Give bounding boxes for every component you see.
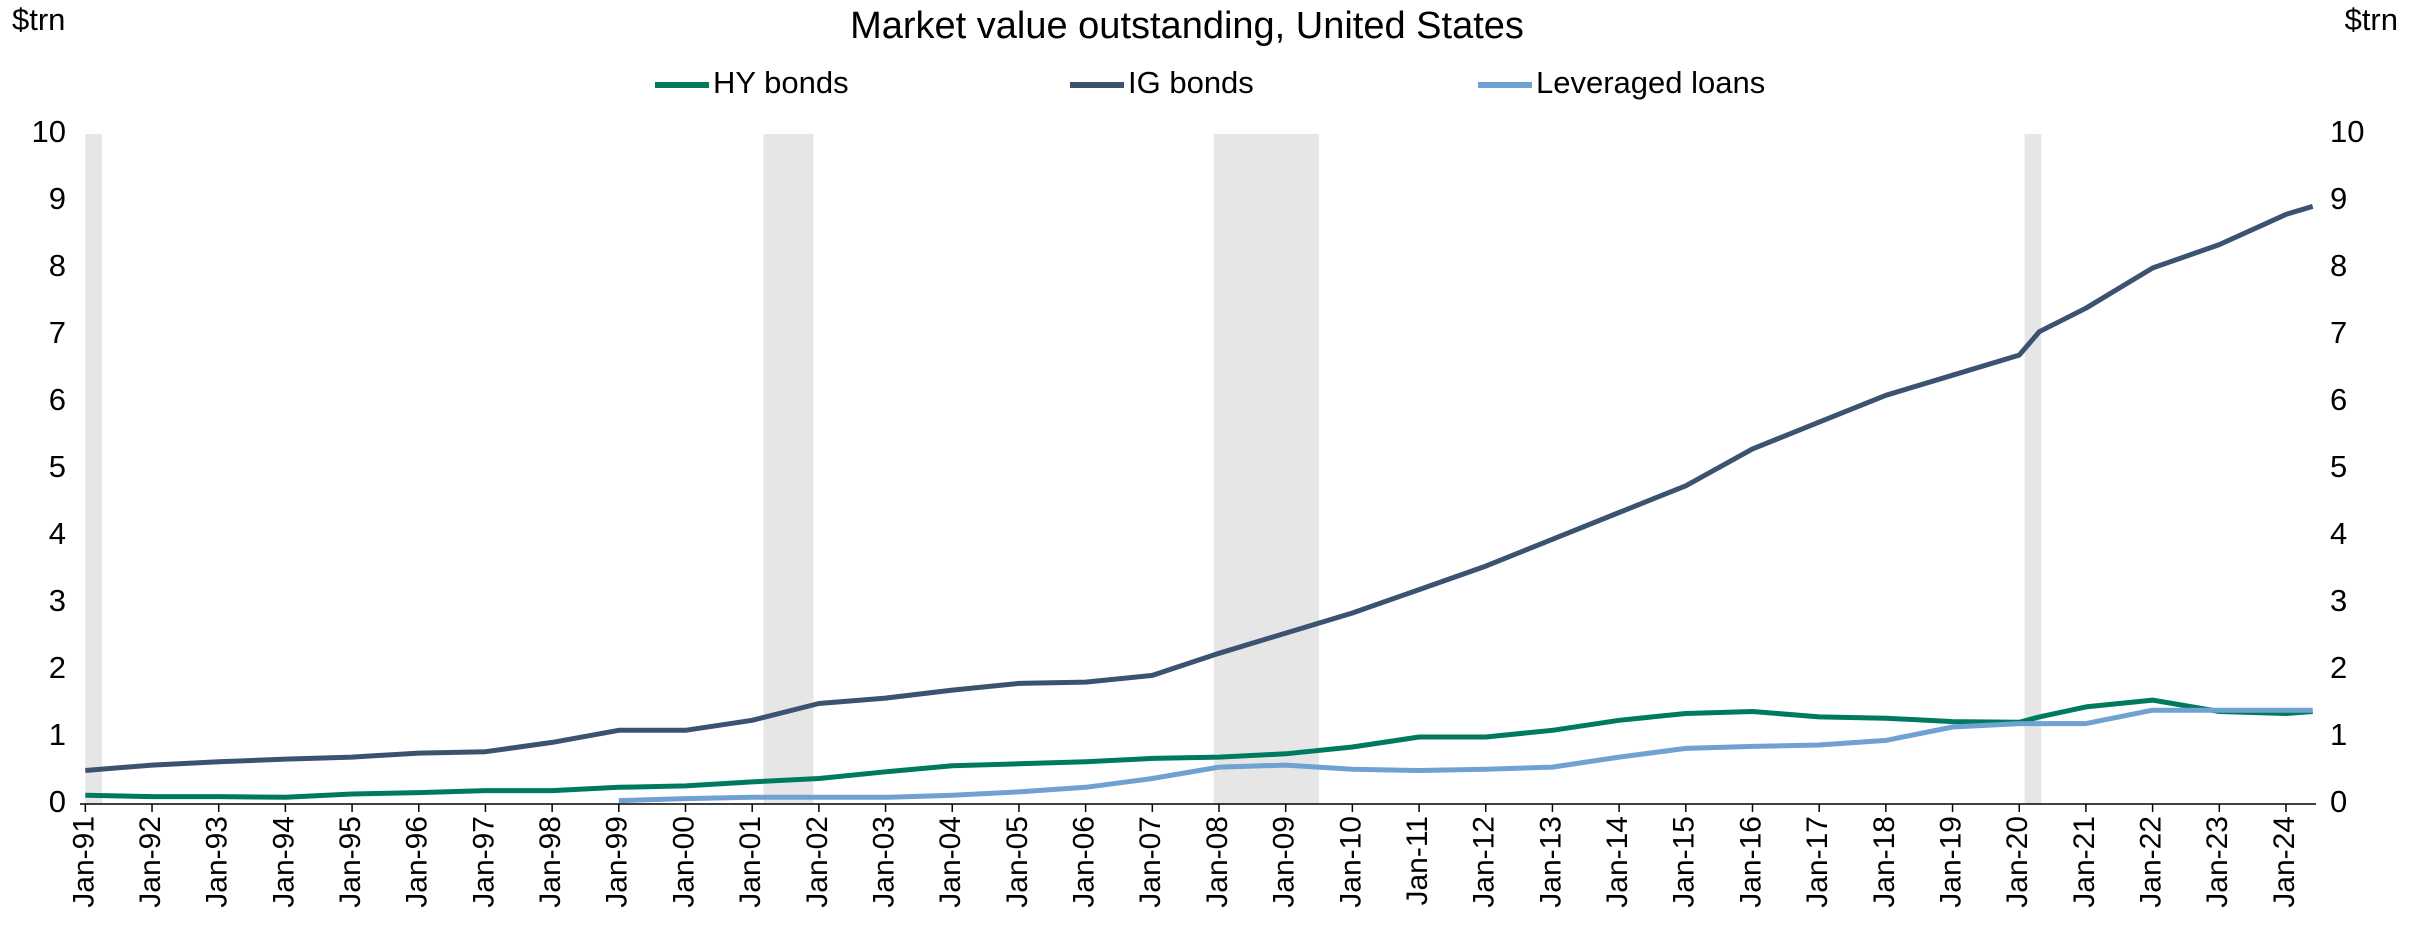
y2-tick-label: 7 bbox=[2330, 315, 2347, 350]
y-tick-label: 8 bbox=[49, 248, 66, 283]
y2-tick-label: 9 bbox=[2330, 181, 2347, 216]
y2-tick-label: 4 bbox=[2330, 516, 2347, 551]
x-tick-label: Jan-06 bbox=[1068, 816, 1101, 908]
y2-tick-label: 6 bbox=[2330, 382, 2347, 417]
y-tick-label: 10 bbox=[32, 114, 66, 149]
y2-tick-label: 2 bbox=[2330, 650, 2347, 685]
y2-axis-label: $trn bbox=[2345, 2, 2398, 37]
x-tick-label: Jan-16 bbox=[1734, 816, 1767, 908]
y-axis-label: $trn bbox=[12, 2, 65, 37]
y-tick-label: 1 bbox=[49, 717, 66, 752]
x-tick-label: Jan-95 bbox=[334, 816, 367, 908]
x-tick-label: Jan-24 bbox=[2268, 816, 2301, 908]
y2-tick-label: 1 bbox=[2330, 717, 2347, 752]
x-tick-label: Jan-09 bbox=[1268, 816, 1301, 908]
y-tick-label: 2 bbox=[49, 650, 66, 685]
x-tick-label: Jan-12 bbox=[1468, 816, 1501, 908]
legend-label: HY bonds bbox=[713, 65, 849, 100]
x-tick-label: Jan-11 bbox=[1401, 816, 1434, 906]
recession-band bbox=[2024, 134, 2042, 804]
recession-band bbox=[763, 134, 814, 804]
x-tick-label: Jan-97 bbox=[467, 816, 500, 908]
x-tick-label: Jan-93 bbox=[201, 816, 234, 908]
chart-title: Market value outstanding, United States bbox=[850, 5, 1524, 47]
x-tick-label: Jan-99 bbox=[601, 816, 634, 908]
x-tick-label: Jan-05 bbox=[1001, 816, 1034, 908]
x-tick-label: Jan-96 bbox=[401, 816, 434, 908]
x-tick-label: Jan-98 bbox=[534, 816, 567, 908]
x-tick-label: Jan-07 bbox=[1134, 816, 1167, 908]
x-tick-label: Jan-92 bbox=[134, 816, 167, 908]
series-line bbox=[618, 707, 2313, 804]
y-tick-label: 7 bbox=[49, 315, 66, 350]
x-tick-label: Jan-15 bbox=[1668, 816, 1701, 908]
y2-tick-label: 0 bbox=[2330, 784, 2347, 819]
x-tick-label: Jan-20 bbox=[2001, 816, 2034, 908]
series-line bbox=[85, 697, 2313, 800]
x-tick-label: Jan-04 bbox=[934, 816, 967, 908]
y-tick-label: 6 bbox=[49, 382, 66, 417]
x-tick-label: Jan-19 bbox=[1934, 816, 1967, 908]
x-tick-label: Jan-17 bbox=[1801, 816, 1834, 908]
y-tick-label: 5 bbox=[49, 449, 66, 484]
recession-band bbox=[85, 134, 103, 804]
x-tick-label: Jan-13 bbox=[1534, 816, 1567, 908]
y2-tick-label: 5 bbox=[2330, 449, 2347, 484]
x-tick-label: Jan-10 bbox=[1334, 816, 1367, 908]
x-tick-label: Jan-94 bbox=[267, 816, 300, 908]
legend-label: Leveraged loans bbox=[1536, 65, 1765, 100]
x-tick-label: Jan-02 bbox=[801, 816, 834, 908]
y2-tick-label: 8 bbox=[2330, 248, 2347, 283]
y-tick-label: 3 bbox=[49, 583, 66, 618]
x-tick-label: Jan-00 bbox=[667, 816, 700, 908]
recession-band bbox=[1213, 134, 1320, 804]
x-tick-label: Jan-01 bbox=[734, 816, 767, 908]
x-tick-label: Jan-14 bbox=[1601, 816, 1634, 908]
y-tick-label: 0 bbox=[49, 784, 66, 819]
x-tick-label: Jan-03 bbox=[867, 816, 900, 908]
y-tick-label: 9 bbox=[49, 181, 66, 216]
series-line bbox=[85, 204, 2314, 773]
y2-tick-label: 3 bbox=[2330, 583, 2347, 618]
x-tick-label: Jan-21 bbox=[2068, 816, 2101, 908]
x-tick-label: Jan-23 bbox=[2201, 816, 2234, 908]
x-tick-label: Jan-18 bbox=[1868, 816, 1901, 908]
x-tick-label: Jan-91 bbox=[67, 816, 100, 908]
y-tick-label: 4 bbox=[49, 516, 66, 551]
x-tick-label: Jan-22 bbox=[2135, 816, 2168, 908]
x-tick-label: Jan-08 bbox=[1201, 816, 1234, 908]
legend-label: IG bonds bbox=[1128, 65, 1254, 100]
y2-tick-label: 10 bbox=[2330, 114, 2364, 149]
